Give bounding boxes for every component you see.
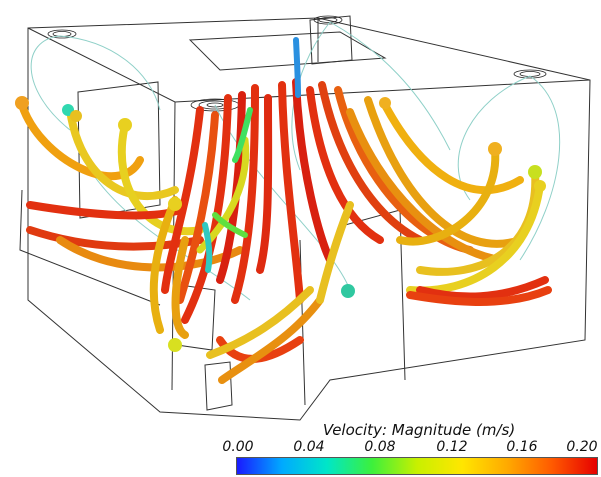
scalar-bar-tick: 0.00	[222, 439, 254, 455]
scalar-bar-tick: 0.12	[436, 439, 468, 455]
scalar-bar-tick: 0.08	[364, 439, 396, 455]
scalar-bar-tick: 0.16	[506, 439, 538, 455]
scalar-bar-colormap	[236, 457, 598, 475]
seed-spheres	[15, 96, 546, 352]
streamtubes	[18, 37, 552, 384]
scalar-bar-title: Velocity: Magnitude (m/s)	[322, 421, 516, 439]
scalar-bar-tick: 0.04	[293, 439, 325, 455]
scalar-bar-tick: 0.20	[566, 439, 598, 455]
scalar-bar-ticks: 0.00 0.04 0.08 0.12 0.16 0.20	[0, 439, 601, 457]
